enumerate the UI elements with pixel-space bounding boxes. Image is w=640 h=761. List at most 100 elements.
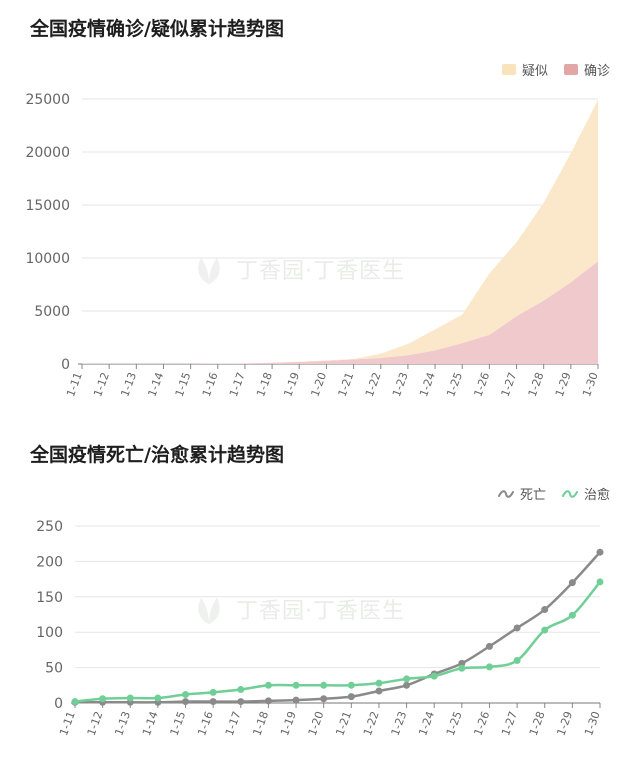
data-point (182, 691, 190, 699)
line-chart: 0 50 100 150 200 250 1-11 1-12 1-13 1-14 1-15 1-16 1… (36, 519, 604, 738)
data-point (430, 672, 438, 680)
x-tick-label: 1-13 (112, 710, 133, 738)
data-point (237, 686, 245, 694)
x-tick-label: 1-19 (278, 710, 299, 738)
watermark: 丁香园·丁香医生 (190, 250, 405, 288)
x-tick-label: 1-16 (195, 710, 216, 738)
x-tick-label: 1-11 (64, 371, 85, 399)
y-tick-label: 50 (45, 661, 63, 677)
data-point (485, 642, 493, 650)
x-tick-label: 1-29 (553, 371, 574, 399)
x-tick-label: 1-30 (582, 710, 603, 738)
x-tick-label: 1-29 (554, 710, 575, 738)
x-tick-label: 1-22 (361, 710, 382, 738)
x-tick-label: 1-14 (146, 371, 167, 399)
legend-wave-recovery-icon (561, 489, 578, 498)
x-tick-label: 1-24 (417, 371, 438, 399)
data-point (320, 681, 328, 689)
data-point (264, 697, 272, 705)
x-tick-label: 1-18 (250, 710, 271, 738)
legend-item-confirmed[interactable]: 确诊 (563, 60, 610, 79)
watermark-text: 丁香园·丁香医生 (236, 599, 405, 624)
data-point (264, 681, 272, 689)
watermark: 丁香园·丁香医生 (190, 590, 405, 628)
x-tick-label: 1-23 (390, 371, 411, 399)
y-tick-label: 25000 (25, 92, 70, 108)
watermark-text: 丁香园·丁香医生 (236, 259, 405, 284)
y-tick-label: 100 (36, 625, 63, 641)
legend-swatch-confirmed (563, 64, 578, 75)
x-tick-label: 1-11 (57, 710, 78, 738)
chart-title: 全国疫情死亡/治愈累计趋势图 (30, 444, 284, 466)
x-tick-label: 1-17 (227, 371, 248, 399)
data-point (99, 695, 107, 703)
x-tick-label: 1-26 (471, 371, 492, 399)
x-tick-label: 1-27 (499, 371, 520, 399)
data-point (126, 694, 134, 702)
y-tick-label: 150 (36, 590, 63, 606)
x-tick-label: 1-15 (168, 710, 189, 738)
data-point (347, 693, 355, 701)
data-point (458, 659, 466, 667)
death-recovery-chart-panel: 全国疫情死亡/治愈累计趋势图 死亡 治愈 丁香园·丁香医生 0 50 100 150 2… (0, 430, 640, 761)
legend-label: 治愈 (583, 488, 610, 503)
legend-label: 疑似 (521, 64, 548, 79)
line-series-死亡 (75, 551, 601, 704)
legend-item-death[interactable]: 死亡 (497, 484, 546, 503)
chart-legend: 疑似 确诊 (501, 60, 610, 79)
y-tick-label: 0 (54, 696, 63, 712)
x-tick-label: 1-14 (140, 710, 161, 738)
legend-wave-death-icon (497, 489, 514, 498)
x-tick-label: 1-22 (363, 371, 384, 399)
y-tick-label: 10000 (25, 251, 70, 267)
data-point (596, 548, 604, 556)
data-point (541, 626, 549, 634)
legend-item-suspected[interactable]: 疑似 (501, 60, 548, 79)
data-point (513, 624, 521, 632)
y-tick-label: 0 (61, 357, 70, 373)
data-point (375, 687, 383, 695)
x-tick-label: 1-12 (85, 710, 106, 738)
y-tick-label: 200 (36, 554, 63, 570)
x-tick-label: 1-30 (580, 371, 601, 399)
x-tick-label: 1-21 (336, 371, 357, 399)
x-tick-label: 1-15 (173, 371, 194, 399)
x-tick-label: 1-28 (526, 371, 547, 399)
line-series-治愈 (74, 581, 601, 703)
leaf-logo-icon (198, 257, 220, 285)
data-point (320, 695, 328, 703)
data-point (485, 663, 493, 671)
data-point (568, 611, 576, 619)
y-tick-label: 15000 (25, 198, 70, 214)
y-tick-label: 5000 (34, 304, 70, 320)
data-point (347, 681, 355, 689)
x-tick-label: 1-20 (306, 710, 327, 738)
legend-label: 确诊 (583, 64, 610, 79)
data-point (209, 688, 217, 696)
x-tick-label: 1-26 (472, 710, 493, 738)
x-tick-label: 1-28 (527, 710, 548, 738)
x-tick-label: 1-27 (499, 710, 520, 738)
data-point (458, 664, 466, 672)
data-point (403, 681, 411, 689)
data-point (513, 657, 521, 665)
data-point (568, 579, 576, 587)
data-point (237, 698, 245, 706)
x-tick-label: 1-17 (223, 710, 244, 738)
data-point (541, 606, 549, 614)
chart-legend: 死亡 治愈 (497, 484, 610, 503)
chart-title: 全国疫情确诊/疑似累计趋势图 (30, 18, 284, 40)
data-point (154, 694, 162, 702)
x-tick-label: 1-20 (308, 371, 329, 399)
x-tick-label: 1-24 (416, 710, 437, 738)
area-chart: 0 5000 10000 15000 20000 25000 1-11 1-12 1-13 1-1… (25, 92, 601, 399)
x-tick-label: 1-23 (389, 710, 410, 738)
data-point (71, 698, 79, 706)
leaf-logo-icon (198, 597, 220, 625)
legend-item-recovery[interactable]: 治愈 (561, 484, 610, 503)
confirmed-suspected-chart-panel: 全国疫情确诊/疑似累计趋势图 疑似 确诊 丁香园·丁香医生 0 5000 10000… (25, 18, 610, 399)
y-tick-label: 250 (36, 519, 63, 535)
data-point (596, 578, 604, 586)
x-tick-label: 1-25 (444, 710, 465, 738)
data-point (375, 679, 383, 687)
